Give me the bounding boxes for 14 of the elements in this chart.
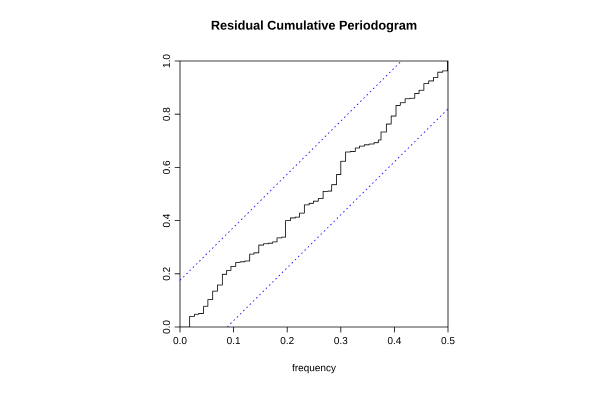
x-tick-label: 0.1 [227, 337, 240, 344]
chart-title: Residual Cumulative Periodogram [212, 20, 416, 32]
x-tick-label: 0.5 [441, 337, 455, 344]
y-tick-label: 0.0 [162, 320, 170, 334]
y-tick-label: 0.4 [162, 214, 170, 228]
x-tick-label: 0.4 [388, 337, 402, 344]
y-tick-label: 0.8 [162, 108, 170, 121]
y-tick-label: 0.6 [162, 160, 170, 174]
x-tick-label: 0.2 [280, 337, 294, 344]
y-tick-label: 1.0 [162, 54, 170, 68]
y-tick-label: 0.2 [162, 267, 170, 280]
x-tick-label: 0.0 [173, 337, 187, 344]
x-tick-label: 0.3 [334, 337, 348, 344]
x-axis-title: frequency [292, 364, 336, 374]
